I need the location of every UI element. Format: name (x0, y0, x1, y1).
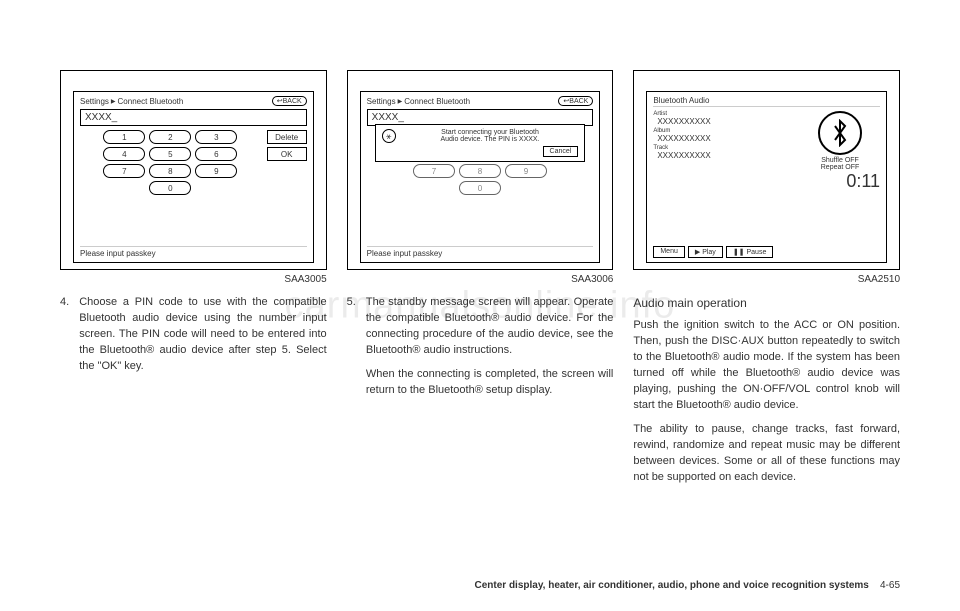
column-3: Bluetooth Audio Artist XXXXXXXXXX Album … (633, 70, 900, 486)
pin-input[interactable]: XXXX_ (80, 109, 307, 126)
step-4-text: Choose a PIN code to use with the compat… (79, 295, 326, 375)
bt-title: Bluetooth Audio (653, 96, 880, 107)
track-value: XXXXXXXXXX (653, 151, 796, 160)
breadcrumb-settings: Settings (80, 97, 109, 106)
repeat-status: Repeat OFF (821, 164, 860, 171)
key-4[interactable]: 4 (103, 147, 145, 161)
screen-3: Bluetooth Audio Artist XXXXXXXXXX Album … (646, 91, 887, 263)
step-4-number: 4. (60, 295, 69, 375)
breadcrumb-arrow-icon: ▶ (398, 98, 403, 105)
breadcrumb: Settings ▶ Connect Bluetooth (80, 97, 183, 106)
breadcrumb-settings: Settings (367, 97, 396, 106)
pause-button[interactable]: ❚❚ Pause (726, 246, 774, 258)
footer-page: 4-65 (880, 580, 900, 591)
figure-2-box: Settings ▶ Connect Bluetooth ↩BACK XXXX_… (347, 70, 614, 270)
artist-value: XXXXXXXXXX (653, 117, 796, 126)
figure-3-id: SAA2510 (633, 274, 900, 285)
popup-line-2: Audio device. The PIN is XXXX. (402, 136, 579, 143)
step-5: 5. The standby message screen will appea… (347, 295, 614, 407)
footer-section: Center display, heater, air conditioner,… (475, 580, 869, 591)
breadcrumb-connect: Connect Bluetooth (404, 97, 470, 106)
page-content: Settings ▶ Connect Bluetooth ↩BACK XXXX_… (0, 0, 960, 506)
ok-button[interactable]: OK (267, 147, 307, 161)
shuffle-status: Shuffle OFF (821, 157, 859, 164)
column-2: Settings ▶ Connect Bluetooth ↩BACK XXXX_… (347, 70, 614, 486)
key-8[interactable]: 8 (149, 164, 191, 178)
key-9: 9 (505, 164, 547, 178)
breadcrumb-connect: Connect Bluetooth (118, 97, 184, 106)
figure-1-box: Settings ▶ Connect Bluetooth ↩BACK XXXX_… (60, 70, 327, 270)
step-4: 4. Choose a PIN code to use with the com… (60, 295, 327, 375)
menu-button[interactable]: Menu (653, 246, 685, 258)
screen-2: Settings ▶ Connect Bluetooth ↩BACK XXXX_… (360, 91, 601, 263)
breadcrumb-arrow-icon: ▶ (111, 98, 116, 105)
delete-button[interactable]: Delete (267, 130, 307, 144)
key-5[interactable]: 5 (149, 147, 191, 161)
connecting-popup: ⚹ Start connecting your Bluetooth Audio … (375, 124, 586, 162)
key-8: 8 (459, 164, 501, 178)
key-7: 7 (413, 164, 455, 178)
audio-para-1: Push the ignition switch to the ACC or O… (633, 318, 900, 414)
keypad: 1 2 3 4 5 6 7 8 9 (80, 130, 261, 246)
cancel-button[interactable]: Cancel (543, 146, 579, 157)
key-3[interactable]: 3 (195, 130, 237, 144)
popup-line-1: Start connecting your Bluetooth (402, 129, 579, 136)
key-0[interactable]: 0 (149, 181, 191, 195)
column-1: Settings ▶ Connect Bluetooth ↩BACK XXXX_… (60, 70, 327, 486)
figure-3-box: Bluetooth Audio Artist XXXXXXXXXX Album … (633, 70, 900, 270)
step-5-text-2: When the connecting is completed, the sc… (366, 367, 613, 399)
prompt-text: Please input passkey (367, 246, 594, 258)
album-value: XXXXXXXXXX (653, 134, 796, 143)
figure-1-id: SAA3005 (60, 274, 327, 285)
breadcrumb: Settings ▶ Connect Bluetooth (367, 97, 470, 106)
audio-heading: Audio main operation (633, 295, 900, 312)
key-6[interactable]: 6 (195, 147, 237, 161)
screen-1: Settings ▶ Connect Bluetooth ↩BACK XXXX_… (73, 91, 314, 263)
back-button[interactable]: ↩BACK (272, 96, 307, 106)
elapsed-time: 0:11 (800, 171, 880, 192)
bluetooth-icon (818, 111, 862, 155)
bluetooth-icon: ⚹ (382, 129, 396, 143)
step-5-text-1: The standby message screen will appear. … (366, 295, 613, 359)
prompt-text: Please input passkey (80, 246, 307, 258)
back-button[interactable]: ↩BACK (558, 96, 593, 106)
key-2[interactable]: 2 (149, 130, 191, 144)
key-1[interactable]: 1 (103, 130, 145, 144)
key-7[interactable]: 7 (103, 164, 145, 178)
key-9[interactable]: 9 (195, 164, 237, 178)
audio-para-2: The ability to pause, change tracks, fas… (633, 422, 900, 486)
play-button[interactable]: ▶ Play (688, 246, 723, 258)
key-0: 0 (459, 181, 501, 195)
page-footer: Center display, heater, air conditioner,… (475, 580, 901, 591)
figure-2-id: SAA3006 (347, 274, 614, 285)
step-5-number: 5. (347, 295, 356, 407)
